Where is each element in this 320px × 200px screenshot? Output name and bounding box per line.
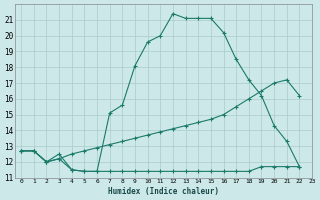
X-axis label: Humidex (Indice chaleur): Humidex (Indice chaleur)	[108, 187, 219, 196]
